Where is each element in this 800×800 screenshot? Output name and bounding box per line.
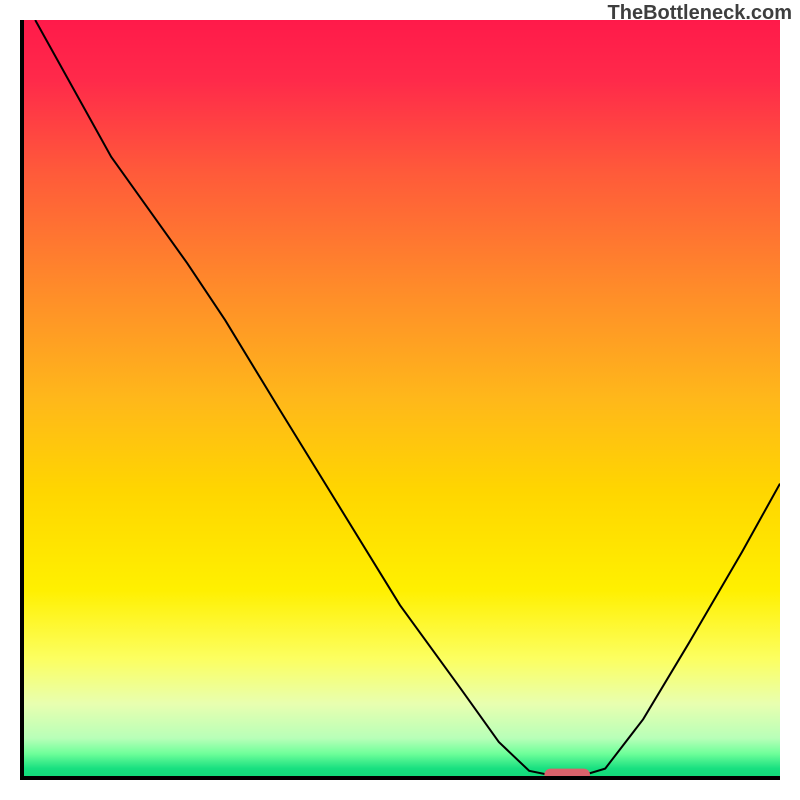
chart-svg <box>20 20 780 780</box>
chart-plot-area <box>20 20 780 780</box>
watermark-text: TheBottleneck.com <box>608 2 792 25</box>
gradient-background <box>20 20 780 780</box>
